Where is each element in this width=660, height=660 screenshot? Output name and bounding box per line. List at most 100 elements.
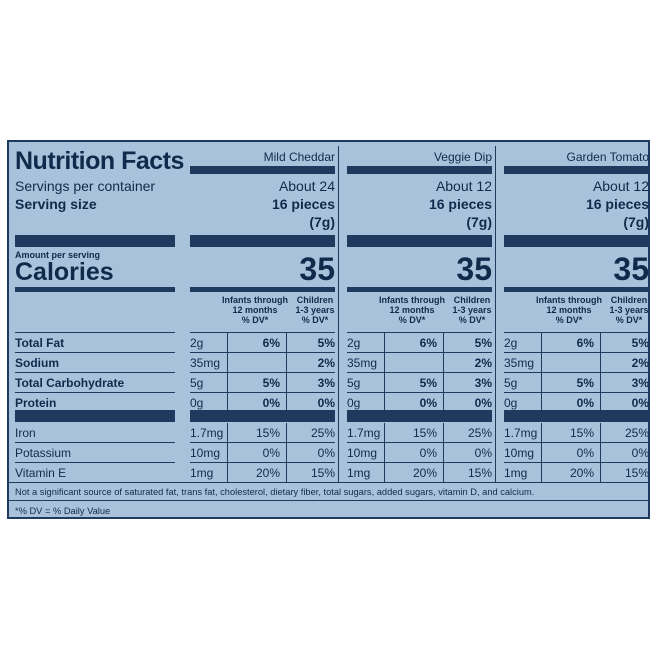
infant-dv: 15%: [569, 426, 594, 440]
product-medium-bar: [347, 287, 492, 292]
product-thick-bar-top: [347, 235, 492, 247]
row-divider: [15, 332, 175, 333]
serving-size-value: 16 pieces: [585, 196, 649, 212]
calories-value: 35: [613, 251, 649, 287]
panel-title: Nutrition Facts: [15, 147, 184, 175]
row-divider: [15, 372, 175, 373]
child-dv: 0%: [474, 446, 492, 460]
row-divider: [190, 392, 335, 393]
infants-header-1: Infants through: [379, 295, 445, 305]
infant-dv: 0%: [419, 396, 437, 410]
child-dv: 5%: [474, 336, 492, 350]
nutrient-amount: 10mg: [504, 446, 535, 460]
calories-label: Calories: [15, 258, 114, 286]
child-dv: 2%: [631, 356, 649, 370]
cell-separator: [541, 423, 542, 482]
product-thick-bar-mid: [504, 410, 649, 422]
row-divider: [504, 332, 649, 333]
row-divider: [504, 442, 649, 443]
infant-dv: 20%: [569, 466, 594, 480]
children-header-1: Children: [453, 295, 491, 305]
cell-separator: [443, 333, 444, 410]
child-dv: 25%: [624, 426, 649, 440]
child-dv: 5%: [631, 336, 649, 350]
nutrient-label: Sodium: [15, 356, 59, 370]
row-divider: [190, 462, 335, 463]
cell-separator: [541, 333, 542, 410]
infant-dv: 0%: [262, 446, 280, 460]
infants-header-3: % DV*: [241, 315, 269, 325]
row-divider: [190, 372, 335, 373]
children-header-1: Children: [610, 295, 648, 305]
infant-dv: 0%: [419, 446, 437, 460]
nutrient-amount: 1mg: [347, 466, 371, 480]
nutrient-amount: 10mg: [347, 446, 378, 460]
nutrient-amount: 1mg: [504, 466, 528, 480]
cell-separator: [600, 333, 601, 410]
infants-header-2: 12 months: [389, 305, 435, 315]
infants-header-3: % DV*: [555, 315, 583, 325]
product-header-bar: [190, 166, 335, 174]
nutrient-amount: 0g: [190, 396, 204, 410]
infant-dv: 5%: [262, 376, 280, 390]
dv-divider: [9, 500, 648, 501]
nutrient-amount: 0g: [504, 396, 518, 410]
product-name: Veggie Dip: [433, 150, 492, 164]
nutrient-amount: 1.7mg: [347, 426, 381, 440]
nutrient-amount: 5g: [504, 376, 518, 390]
row-divider: [15, 392, 175, 393]
infant-dv: 0%: [262, 396, 280, 410]
product-name: Mild Cheddar: [263, 150, 335, 164]
children-header-3: % DV*: [301, 315, 329, 325]
product-thick-bar-top: [504, 235, 649, 247]
infant-dv: 5%: [576, 376, 594, 390]
product-thick-bar-mid: [190, 410, 335, 422]
nutrient-amount: 1.7mg: [190, 426, 224, 440]
infants-header-3: % DV*: [398, 315, 426, 325]
child-dv: 15%: [467, 466, 492, 480]
child-dv: 0%: [317, 446, 335, 460]
nutrient-label: Total Carbohydrate: [15, 376, 125, 390]
left-thick-bar-mid: [15, 410, 175, 422]
cell-separator: [384, 333, 385, 410]
product-header-bar: [504, 166, 649, 174]
infant-dv: 5%: [419, 376, 437, 390]
infants-header-1: Infants through: [222, 295, 288, 305]
child-dv: 25%: [310, 426, 335, 440]
nutrient-amount: 2g: [504, 336, 518, 350]
row-divider: [190, 442, 335, 443]
child-dv: 0%: [317, 396, 335, 410]
nutrient-label: Iron: [15, 426, 36, 440]
child-dv: 0%: [631, 446, 649, 460]
calories-value: 35: [456, 251, 492, 287]
infant-dv: 20%: [255, 466, 280, 480]
infant-dv: 6%: [262, 336, 280, 350]
nutrient-label: Potassium: [15, 446, 72, 460]
child-dv: 5%: [317, 336, 335, 350]
nutrient-amount: 1.7mg: [504, 426, 538, 440]
serving-size-label: Serving size: [15, 196, 97, 212]
infant-dv: 0%: [576, 446, 594, 460]
infants-header-1: Infants through: [536, 295, 602, 305]
nutrient-amount: 35mg: [504, 356, 535, 370]
child-dv: 25%: [467, 426, 492, 440]
child-dv: 3%: [631, 376, 649, 390]
infant-dv: 15%: [412, 426, 437, 440]
children-header-2: 1-3 years: [609, 305, 649, 315]
infant-dv: 6%: [419, 336, 437, 350]
nutrient-amount: 0g: [347, 396, 361, 410]
cell-separator: [384, 423, 385, 482]
servings-label: Servings per container: [15, 178, 156, 194]
cell-separator: [227, 333, 228, 410]
product-medium-bar: [504, 287, 649, 292]
row-divider: [190, 332, 335, 333]
child-dv: 15%: [310, 466, 335, 480]
product-header-bar: [347, 166, 492, 174]
amount-per-serving-label: Amount per serving: [15, 250, 101, 260]
serving-size-value: 16 pieces: [271, 196, 335, 212]
row-divider: [504, 392, 649, 393]
cell-separator: [443, 423, 444, 482]
child-dv: 3%: [474, 376, 492, 390]
left-medium-bar: [15, 287, 175, 292]
servings-value: About 12: [592, 178, 649, 194]
